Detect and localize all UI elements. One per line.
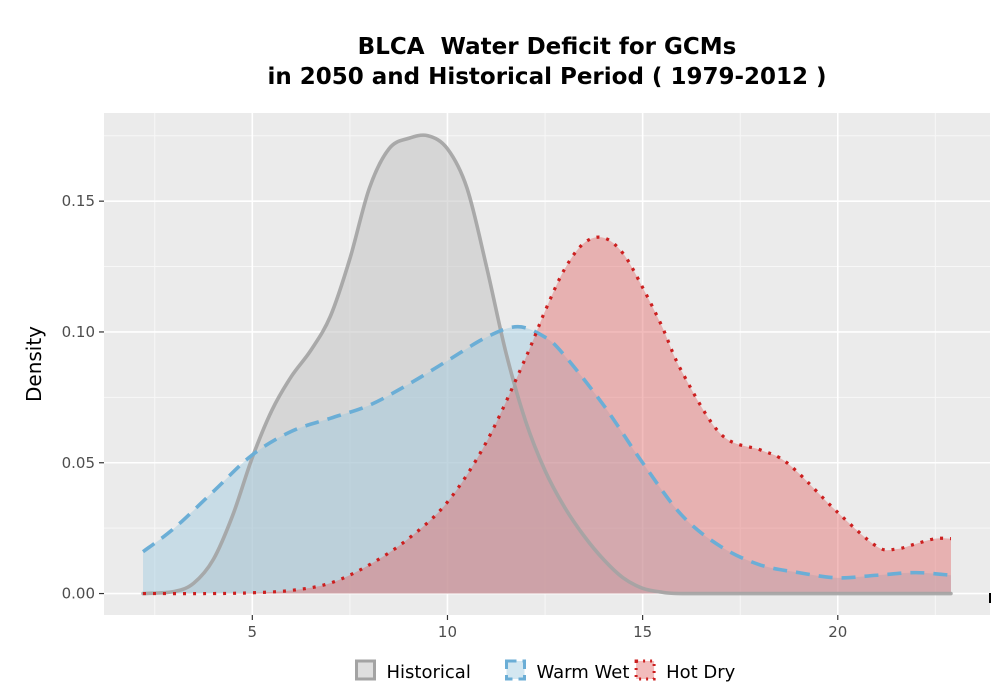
legend-item-hot-dry: Hot Dry	[634, 659, 736, 683]
legend-label-hot-dry: Hot Dry	[666, 662, 736, 683]
chart-title: BLCA Water Deficit for GCMs in 2050 and …	[104, 32, 990, 92]
chart-title-line-1: BLCA Water Deficit for GCMs	[357, 34, 737, 60]
x-tick-label: 10	[438, 623, 457, 641]
legend-item-warm-wet: Warm Wet	[505, 659, 630, 683]
x-tick-label: 5	[248, 623, 258, 641]
warm-wet-density-area	[143, 326, 951, 594]
historical-density-area	[143, 135, 951, 594]
y-tick-label: 0.00	[62, 585, 95, 603]
legend-item-historical: Historical	[355, 659, 471, 683]
legend-key-warm-wet	[505, 659, 526, 681]
y-tick-label: 0.10	[62, 323, 95, 341]
x-tick-label: 20	[828, 623, 847, 641]
legend: Historical Warm Wet Hot Dry	[355, 659, 736, 683]
legend-label-warm-wet: Warm Wet	[537, 662, 630, 683]
warm-wet-density-line	[141, 324, 952, 580]
y-tick-label: 0.05	[62, 454, 95, 472]
axes: 5 10 15 20 0.00 0.05 0.10 0.15	[62, 192, 848, 641]
y-tick-label: 0.15	[62, 192, 95, 210]
legend-label-historical: Historical	[387, 662, 471, 683]
x-tick-label: 15	[633, 623, 652, 641]
chart-title-line-2: in 2050 and Historical Period ( 1979-201…	[267, 64, 827, 90]
legend-key-historical	[355, 659, 376, 681]
legend-key-hot-dry	[634, 659, 656, 681]
y-axis-title: Density	[22, 326, 46, 402]
hot-dry-density-area	[143, 237, 951, 594]
series-layer	[141, 133, 953, 596]
